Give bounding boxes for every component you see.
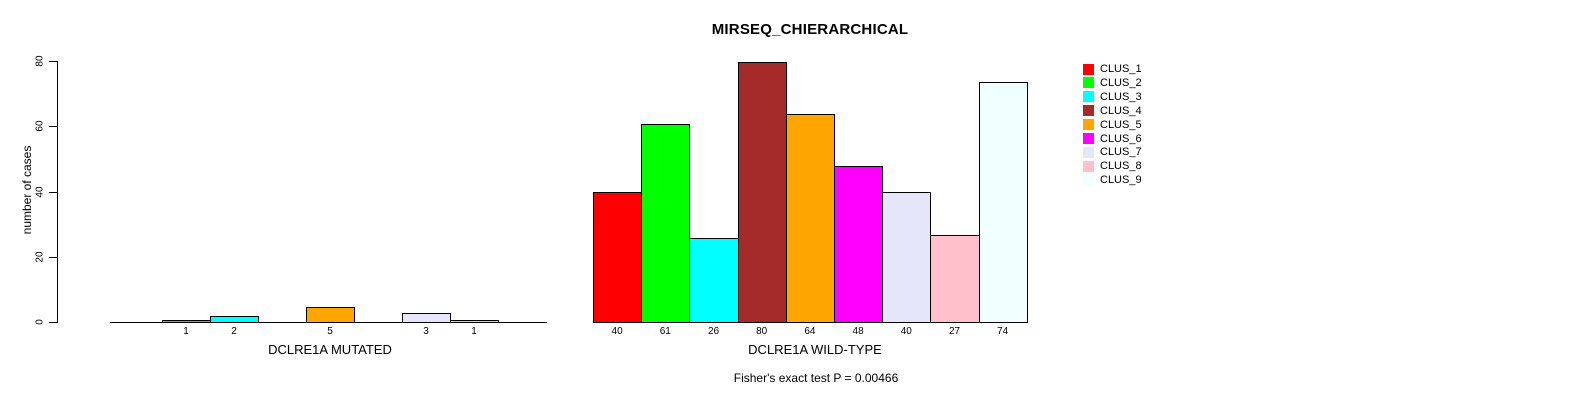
legend-swatch-icon bbox=[1083, 63, 1094, 75]
legend-label: CLUS_9 bbox=[1100, 174, 1142, 187]
bar-value-label: 64 bbox=[804, 326, 816, 337]
legend-swatch-icon bbox=[1083, 105, 1094, 117]
x-axis-label-wildtype: DCLRE1A WILD-TYPE bbox=[748, 342, 882, 357]
y-tick-label: 0 bbox=[34, 319, 46, 325]
legend-row: CLUS_3 bbox=[1083, 91, 1142, 103]
bar-value-label: 27 bbox=[948, 326, 961, 337]
legend-swatch-icon bbox=[1083, 133, 1094, 144]
bar-clus_5 bbox=[786, 114, 835, 323]
y-tick bbox=[49, 191, 57, 193]
bar-clus_7 bbox=[882, 192, 931, 323]
legend-row: CLUS_4 bbox=[1083, 105, 1142, 117]
legend-row: CLUS_6 bbox=[1083, 133, 1142, 145]
y-tick bbox=[49, 61, 57, 62]
legend-label: CLUS_6 bbox=[1100, 132, 1142, 145]
legend-row: CLUS_8 bbox=[1083, 160, 1142, 172]
bar-clus_3 bbox=[210, 316, 259, 323]
bar-clus_7 bbox=[402, 313, 451, 323]
bar-value-label: 3 bbox=[423, 326, 429, 337]
legend-swatch-icon bbox=[1083, 119, 1094, 131]
legend-row: CLUS_9 bbox=[1083, 174, 1142, 186]
y-tick bbox=[49, 126, 57, 128]
bar-clus_8 bbox=[450, 320, 499, 323]
legend-row: CLUS_5 bbox=[1083, 119, 1142, 131]
legend-swatch-icon bbox=[1083, 174, 1094, 186]
y-tick bbox=[49, 256, 57, 258]
bar-value-label: 40 bbox=[900, 326, 912, 337]
legend-row: CLUS_2 bbox=[1083, 77, 1142, 89]
legend-swatch-icon bbox=[1083, 160, 1094, 172]
bar-clus_9 bbox=[979, 82, 1028, 323]
y-tick-label: 20 bbox=[34, 251, 46, 263]
bar-clus_2 bbox=[641, 124, 690, 323]
y-tick-label: 40 bbox=[34, 185, 46, 198]
legend-label: CLUS_7 bbox=[1100, 146, 1142, 159]
bar-clus_8 bbox=[930, 235, 980, 323]
legend-label: CLUS_5 bbox=[1100, 118, 1142, 131]
legend-label: CLUS_1 bbox=[1100, 63, 1142, 75]
bar-value-label: 74 bbox=[997, 326, 1009, 337]
legend-row: CLUS_1 bbox=[1083, 63, 1142, 75]
bar-clus_3 bbox=[689, 238, 739, 323]
bar-value-label: 26 bbox=[707, 326, 720, 337]
legend-swatch-icon bbox=[1083, 77, 1094, 89]
bar-clus_1 bbox=[593, 192, 642, 323]
bar-value-label: 2 bbox=[231, 326, 237, 337]
legend-label: CLUS_8 bbox=[1100, 160, 1142, 173]
y-axis-line bbox=[57, 61, 58, 323]
bar-value-label: 1 bbox=[183, 326, 189, 337]
y-axis-label: number of cases bbox=[20, 145, 34, 235]
bar-value-label: 40 bbox=[611, 326, 623, 337]
bar-value-label: 61 bbox=[659, 326, 671, 337]
x-axis-label-mutated: DCLRE1A MUTATED bbox=[268, 342, 392, 357]
y-tick bbox=[49, 322, 57, 323]
bar-clus_2 bbox=[162, 320, 211, 323]
legend-swatch-icon bbox=[1083, 146, 1094, 158]
legend-swatch-icon bbox=[1083, 91, 1094, 103]
y-tick-label: 60 bbox=[34, 120, 46, 132]
legend-label: CLUS_3 bbox=[1100, 90, 1142, 103]
bar-clus_6 bbox=[834, 166, 883, 323]
bar-clus_5 bbox=[306, 307, 355, 323]
bar-value-label: 48 bbox=[852, 326, 864, 337]
chart-title: MIRSEQ_CHIERARCHICAL bbox=[711, 21, 909, 38]
bar-value-label: 5 bbox=[327, 326, 333, 337]
y-tick-label: 80 bbox=[34, 55, 46, 67]
legend-row: CLUS_7 bbox=[1083, 146, 1142, 158]
fisher-test-annotation: Fisher's exact test P = 0.00466 bbox=[733, 371, 899, 385]
bar-clus_4 bbox=[738, 62, 787, 323]
legend-label: CLUS_4 bbox=[1100, 104, 1142, 117]
legend-label: CLUS_2 bbox=[1100, 76, 1142, 89]
bar-value-label: 1 bbox=[471, 326, 477, 337]
bar-value-label: 80 bbox=[756, 326, 768, 337]
